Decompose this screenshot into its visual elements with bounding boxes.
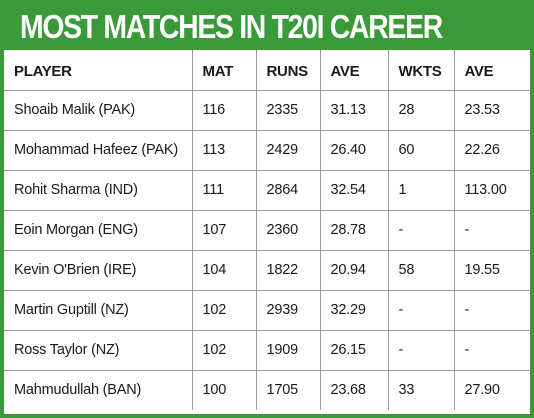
mat-cell: 102: [191, 290, 256, 331]
title-bar: MOST MATCHES IN T20I CAREER: [4, 4, 530, 50]
player-cell: Shoaib Malik (PAK): [4, 90, 192, 131]
stats-table: PLAYER MAT RUNS AVE WKTS AVE Shoaib Mali…: [4, 50, 530, 410]
player-cell: Eoin Morgan (ENG): [4, 210, 192, 251]
batting-ave-cell: 20.94: [319, 250, 388, 291]
wkts-cell: -: [387, 330, 454, 371]
mat-cell: 104: [191, 250, 256, 291]
header-row: PLAYER MAT RUNS AVE WKTS AVE: [4, 50, 530, 91]
mat-cell: 116: [191, 90, 256, 131]
mat-cell: 111: [191, 170, 256, 211]
runs-cell: 1822: [255, 250, 320, 291]
batting-ave-cell: 26.15: [319, 330, 388, 371]
bowling-ave-cell: 113.00: [453, 170, 530, 211]
runs-cell: 2939: [255, 290, 320, 331]
player-cell: Ross Taylor (NZ): [4, 330, 192, 371]
player-cell: Mahmudullah (BAN): [14, 382, 142, 399]
wkts-cell: 33: [387, 370, 454, 410]
batting-ave-cell: 32.29: [319, 290, 388, 331]
wkts-cell: 58: [387, 250, 454, 291]
player-cell: Martin Guptill (NZ): [4, 290, 192, 331]
table-row: Shoaib Malik (PAK) 116 2335 31.13 28 23.…: [4, 90, 530, 131]
bowling-ave-cell: 23.53: [453, 90, 530, 131]
bowling-ave-cell: 27.90: [453, 370, 530, 410]
runs-cell: 2360: [255, 210, 320, 251]
column-header-bowling-ave: AVE: [453, 50, 530, 91]
runs-cell: 1909: [255, 330, 320, 371]
wkts-cell: -: [387, 290, 454, 331]
mat-cell: 107: [191, 210, 256, 251]
table-row: Ross Taylor (NZ) 102 1909 26.15 - -: [4, 330, 530, 371]
bowling-ave-cell: -: [453, 210, 530, 251]
wkts-cell: 60: [387, 130, 454, 171]
column-header-mat: MAT: [191, 50, 256, 91]
mat-cell: 113: [191, 130, 256, 171]
table-row: Martin Guptill (NZ) 102 2939 32.29 - -: [4, 290, 530, 331]
player-cell: Mohammad Hafeez (PAK): [4, 130, 192, 171]
batting-ave-cell: 28.78: [319, 210, 388, 251]
page-title: MOST MATCHES IN T20I CAREER: [20, 8, 443, 45]
table-row: Eoin Morgan (ENG) 107 2360 28.78 - -: [4, 210, 530, 251]
table-row: Rohit Sharma (IND) 111 2864 32.54 1 113.…: [4, 170, 530, 211]
wkts-cell: 28: [387, 90, 454, 131]
batting-ave-cell: 32.54: [319, 170, 388, 211]
column-header-player: PLAYER: [4, 50, 192, 91]
runs-cell: 2429: [255, 130, 320, 171]
runs-cell: 2335: [255, 90, 320, 131]
player-cell: Rohit Sharma (IND): [4, 170, 192, 211]
mat-cell: 100: [191, 370, 256, 410]
batting-ave-cell: 26.40: [319, 130, 388, 171]
bowling-ave-cell: 22.26: [453, 130, 530, 171]
table-row: Mahmudullah (BAN) 100 1705 23.68 33 27.9…: [4, 370, 530, 410]
table-row: Kevin O'Brien (IRE) 104 1822 20.94 58 19…: [4, 250, 530, 291]
table-row: Mohammad Hafeez (PAK) 113 2429 26.40 60 …: [4, 130, 530, 171]
runs-cell: 2864: [255, 170, 320, 211]
bowling-ave-cell: 19.55: [453, 250, 530, 291]
wkts-cell: 1: [387, 170, 454, 211]
column-header-batting-ave: AVE: [319, 50, 388, 91]
mat-cell: 102: [191, 330, 256, 371]
batting-ave-cell: 23.68: [319, 370, 388, 410]
column-header-wkts: WKTS: [387, 50, 454, 91]
column-header-runs: RUNS: [255, 50, 320, 91]
wkts-cell: -: [387, 210, 454, 251]
player-cell: Kevin O'Brien (IRE): [4, 250, 192, 291]
bowling-ave-cell: -: [453, 290, 530, 331]
runs-cell: 1705: [255, 370, 320, 410]
batting-ave-cell: 31.13: [319, 90, 388, 131]
bowling-ave-cell: -: [453, 330, 530, 371]
